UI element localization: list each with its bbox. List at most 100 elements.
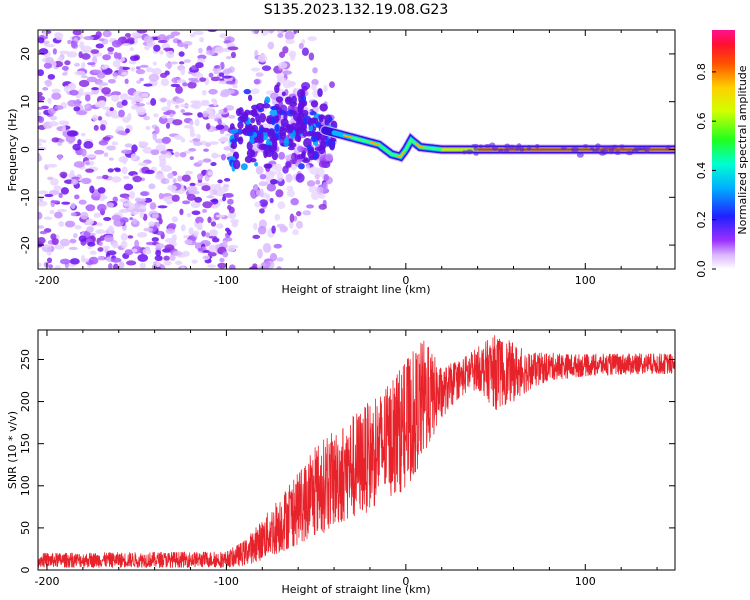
noise-blob xyxy=(78,88,84,96)
ridge-blob xyxy=(608,145,615,150)
noise-blob xyxy=(63,179,74,184)
noise-blob xyxy=(217,118,222,125)
noise-blob xyxy=(207,216,212,224)
noise-blob xyxy=(154,126,160,135)
ridge-blob xyxy=(307,148,315,159)
noise-blob xyxy=(83,104,90,109)
ridge-blob xyxy=(571,146,579,153)
noise-blob xyxy=(103,234,114,243)
ridge-blob xyxy=(263,148,268,159)
noise-blob xyxy=(81,53,91,60)
ridge-blob xyxy=(300,151,306,159)
ridge-blob xyxy=(247,94,253,102)
noise-blob xyxy=(170,61,179,65)
noise-blob xyxy=(73,62,80,67)
noise-blob xyxy=(195,62,204,69)
ridge-blob xyxy=(283,137,290,147)
noise-blob xyxy=(95,43,104,49)
noise-blob xyxy=(189,120,194,126)
noise-blob xyxy=(188,148,197,152)
scatter-blob xyxy=(311,83,317,91)
noise-blob xyxy=(155,173,165,180)
spectrogram-ylabel: Frequency (Hz) xyxy=(6,109,19,192)
noise-blob xyxy=(197,247,204,252)
colorbar-axes: 0.0 0.2 0.4 0.6 0.8 xyxy=(695,63,716,278)
noise-blob xyxy=(160,178,170,185)
noise-blob xyxy=(118,261,125,269)
scatter-blob xyxy=(318,203,328,210)
noise-blob xyxy=(80,75,88,79)
noise-blob xyxy=(228,211,237,220)
scatter-blob xyxy=(309,166,319,175)
noise-blob xyxy=(135,66,141,70)
ridge-blob xyxy=(317,88,323,98)
ridge-blob xyxy=(256,119,261,126)
noise-blob xyxy=(155,144,167,152)
scatter-blob xyxy=(253,78,261,85)
noise-blob xyxy=(189,126,195,135)
noise-blob xyxy=(225,227,230,232)
noise-blob xyxy=(95,31,102,39)
scatter-blob xyxy=(284,154,292,161)
noise-blob xyxy=(218,72,225,77)
noise-blob xyxy=(38,211,43,220)
scatter-blob xyxy=(292,229,299,236)
noise-blob xyxy=(195,216,204,224)
noise-blob xyxy=(109,107,114,112)
noise-blob xyxy=(107,46,115,52)
noise-blob xyxy=(69,258,80,265)
noise-blob xyxy=(227,204,232,210)
noise-blob xyxy=(179,151,187,158)
scatter-blob xyxy=(288,50,297,58)
ridge-blob xyxy=(320,139,327,150)
noise-blob xyxy=(197,160,204,165)
noise-blob xyxy=(97,187,106,194)
noise-blob xyxy=(107,78,116,84)
noise-blob xyxy=(81,148,87,157)
noise-blob xyxy=(149,202,157,210)
noise-blob xyxy=(210,76,220,82)
scatter-blob xyxy=(285,38,295,45)
noise-blob xyxy=(63,85,70,93)
noise-blob xyxy=(175,97,185,104)
scatter-blob xyxy=(276,73,285,80)
noise-blob xyxy=(139,64,149,68)
noise-blob xyxy=(43,261,50,268)
scatter-blob xyxy=(286,189,295,198)
noise-blob xyxy=(67,39,72,45)
scatter-blob xyxy=(257,225,267,235)
noise-blob xyxy=(203,148,209,152)
noise-blob xyxy=(202,158,212,163)
noise-blob xyxy=(46,257,53,264)
scatter-blob xyxy=(255,72,264,77)
noise-blob xyxy=(167,223,177,229)
noise-blob xyxy=(189,182,196,187)
noise-blob xyxy=(194,118,200,127)
noise-blob xyxy=(38,69,44,77)
noise-blob xyxy=(48,189,60,196)
ridge-blob xyxy=(327,116,333,122)
noise-blob xyxy=(127,235,134,239)
ridge-blob xyxy=(271,151,279,161)
noise-blob xyxy=(159,264,166,269)
scatter-blob xyxy=(323,174,330,181)
snr-xlabel: Height of straight line (km) xyxy=(281,583,430,596)
ridge-blob xyxy=(276,107,283,115)
noise-blob xyxy=(48,264,54,269)
noise-blob xyxy=(169,254,176,262)
noise-blob xyxy=(99,197,105,202)
noise-blob xyxy=(195,72,204,79)
noise-blob xyxy=(107,168,114,173)
scatter-blob xyxy=(253,222,258,231)
noise-blob xyxy=(140,92,149,98)
noise-blob xyxy=(205,50,215,56)
noise-blob xyxy=(106,145,117,151)
noise-blob xyxy=(191,210,201,216)
scatter-blob xyxy=(322,181,328,192)
noise-blob xyxy=(54,211,63,219)
scatter-blob xyxy=(297,145,304,152)
scatter-blob xyxy=(277,33,284,38)
noise-blob xyxy=(118,65,124,74)
noise-blob xyxy=(60,187,69,195)
noise-blob xyxy=(160,78,170,87)
